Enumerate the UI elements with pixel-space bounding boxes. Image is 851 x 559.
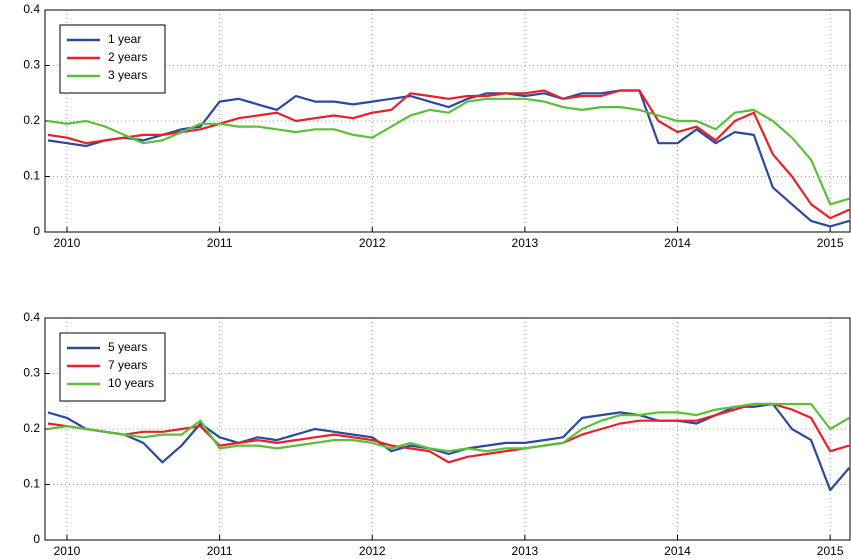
data-line — [47, 402, 850, 464]
legend-label: 3 years — [108, 68, 147, 82]
legend-label: 5 years — [108, 340, 147, 354]
x-tick-label: 2011 — [207, 544, 233, 558]
x-tick-label: 2010 — [54, 544, 81, 558]
y-tick-label: 0.1 — [23, 169, 40, 183]
legend-label: 10 years — [108, 376, 154, 390]
y-tick-label: 0.1 — [23, 477, 40, 491]
x-tick-label: 2013 — [512, 544, 539, 558]
y-tick-label: 0 — [33, 532, 40, 546]
y-tick-label: 0.2 — [23, 421, 40, 435]
data-line — [47, 402, 851, 492]
x-tick-label: 2013 — [512, 236, 539, 250]
y-tick-label: 0.4 — [23, 310, 40, 324]
plot-frame — [44, 9, 851, 233]
legend-label: 2 years — [108, 50, 147, 64]
y-tick-label: 0.4 — [23, 2, 40, 16]
x-tick-label: 2014 — [664, 544, 691, 558]
x-tick-label: 2015 — [817, 544, 844, 558]
y-tick-label: 0.2 — [23, 113, 40, 127]
x-tick-label: 2010 — [54, 236, 81, 250]
legend-label: 7 years — [108, 358, 147, 372]
x-tick-label: 2012 — [359, 236, 386, 250]
legend-box — [59, 332, 166, 402]
x-tick-label: 2011 — [207, 236, 233, 250]
x-tick-label: 2012 — [359, 544, 386, 558]
x-tick-label: 2014 — [664, 236, 691, 250]
x-tick-label: 2015 — [817, 236, 844, 250]
y-tick-label: 0.3 — [23, 366, 40, 380]
data-line — [47, 89, 850, 220]
y-tick-label: 0 — [33, 224, 40, 238]
plot-frame — [44, 317, 851, 541]
legend-label: 1 year — [108, 32, 141, 46]
data-line — [47, 89, 850, 228]
y-tick-label: 0.3 — [23, 58, 40, 72]
data-line — [47, 97, 850, 206]
data-line — [47, 402, 850, 453]
